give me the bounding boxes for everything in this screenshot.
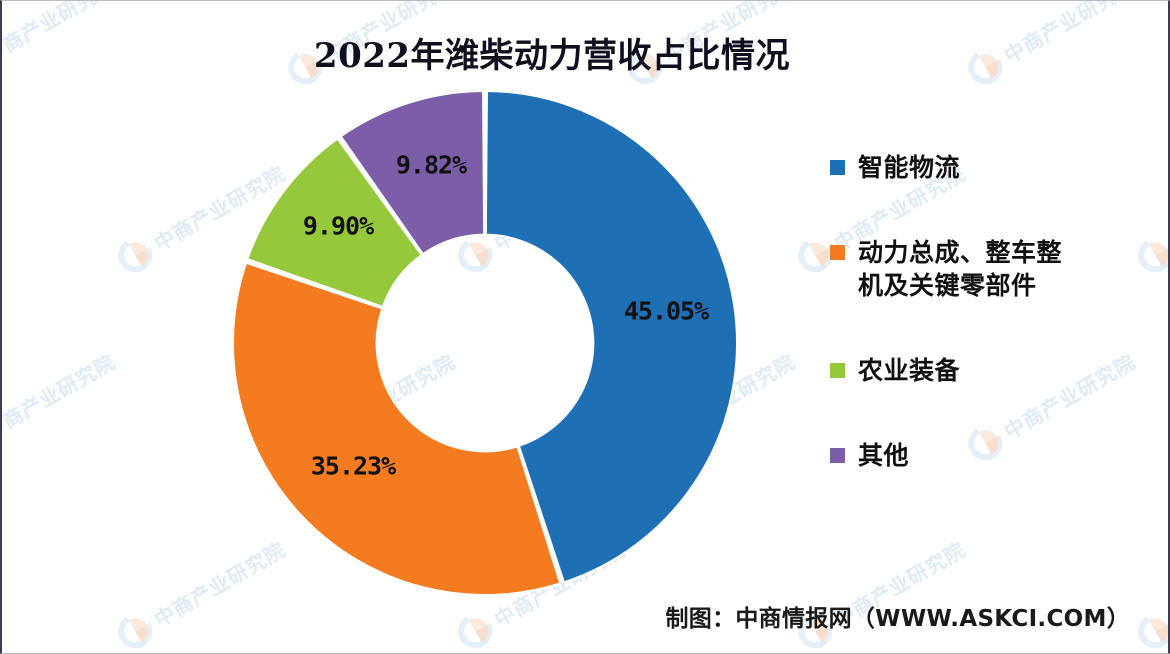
pie-slice-label: 9.82% (395, 150, 467, 180)
legend-swatch-icon (830, 448, 845, 463)
donut-chart: 45.05% 35.23% 9.90% 9.82% (233, 91, 737, 595)
legend-item[interactable]: 其他 (830, 439, 1140, 472)
legend-swatch-icon (830, 160, 845, 175)
pie-slice (484, 91, 737, 584)
pie-slice (233, 261, 562, 595)
chart-legend: 智能物流动力总成、整车整 机及关键零部件农业装备其他 (830, 151, 1140, 524)
legend-item[interactable]: 智能物流 (830, 151, 1140, 184)
legend-item[interactable]: 动力总成、整车整 机及关键零部件 (830, 236, 1140, 302)
pie-slice-label: 9.90% (302, 211, 374, 241)
legend-item-label: 农业装备 (858, 356, 961, 385)
footer-credit: 制图：中商情报网（WWW.ASKCI.COM） (665, 606, 1130, 632)
pie-slice (246, 137, 424, 309)
legend-item-label: 智能物流 (858, 153, 961, 182)
pie-slice-label: 35.23% (310, 451, 396, 481)
pie-slice-label: 45.05% (623, 296, 709, 326)
page-title: 2022年潍柴动力营收占比情况 (313, 36, 791, 76)
legend-item-label: 动力总成、整车整 机及关键零部件 (858, 238, 1063, 300)
donut-slices (233, 91, 737, 595)
legend-item[interactable]: 农业装备 (830, 354, 1140, 387)
legend-swatch-icon (830, 363, 845, 378)
pie-slice (339, 91, 486, 256)
legend-item-label: 其他 (858, 441, 910, 470)
donut-chart-svg (233, 91, 737, 595)
legend-swatch-icon (830, 245, 845, 260)
